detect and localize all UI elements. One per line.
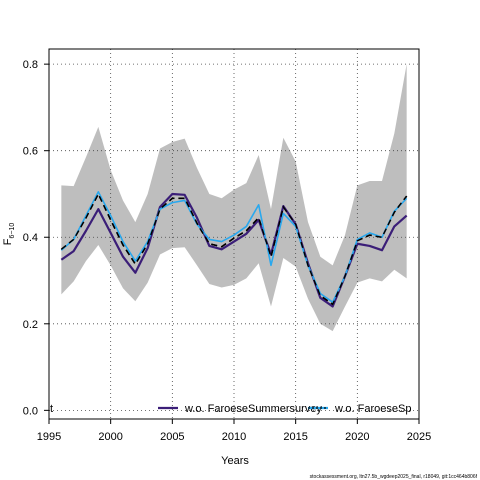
y-axis-label-subscript: 6−10 xyxy=(9,223,16,239)
x-tick-label: 2015 xyxy=(283,431,307,443)
legend: t w.o. FaroeseSummersurvey w.o. FaroeseSp xyxy=(50,403,411,415)
x-axis-label: Years xyxy=(221,455,249,467)
x-tick-label: 1995 xyxy=(37,431,61,443)
legend-leading-fragment: t xyxy=(50,403,53,415)
x-tick-label: 2020 xyxy=(345,431,369,443)
y-tick-label: 0.8 xyxy=(23,59,38,71)
series-layer xyxy=(60,191,408,308)
footer-note: stockassessment.org, ltn27.5b_wgdeep2025… xyxy=(310,474,478,480)
x-tick-label: 2010 xyxy=(222,431,246,443)
series-line-base-overlay xyxy=(60,192,408,306)
x-tick-label: 2000 xyxy=(98,431,122,443)
y-tick-label: 0.6 xyxy=(23,146,38,158)
y-tick-label: 0.2 xyxy=(23,319,38,331)
y-tick-label: 0.0 xyxy=(23,405,38,417)
axis-layer: 1995 2000 2005 2010 2015 2020 2025 0.0 0.2 0.4 0.6… xyxy=(23,59,432,443)
x-tick-label: 2005 xyxy=(160,431,184,443)
legend-label-1: w.o. FaroeseSp xyxy=(334,403,411,415)
y-axis-label: F6−10 xyxy=(2,223,16,246)
y-tick-label: 0.4 xyxy=(23,232,38,244)
x-tick-label: 2025 xyxy=(407,431,431,443)
legend-label-0: w.o. FaroeseSummersurvey xyxy=(184,403,322,415)
y-axis-label-main: F xyxy=(2,238,14,245)
